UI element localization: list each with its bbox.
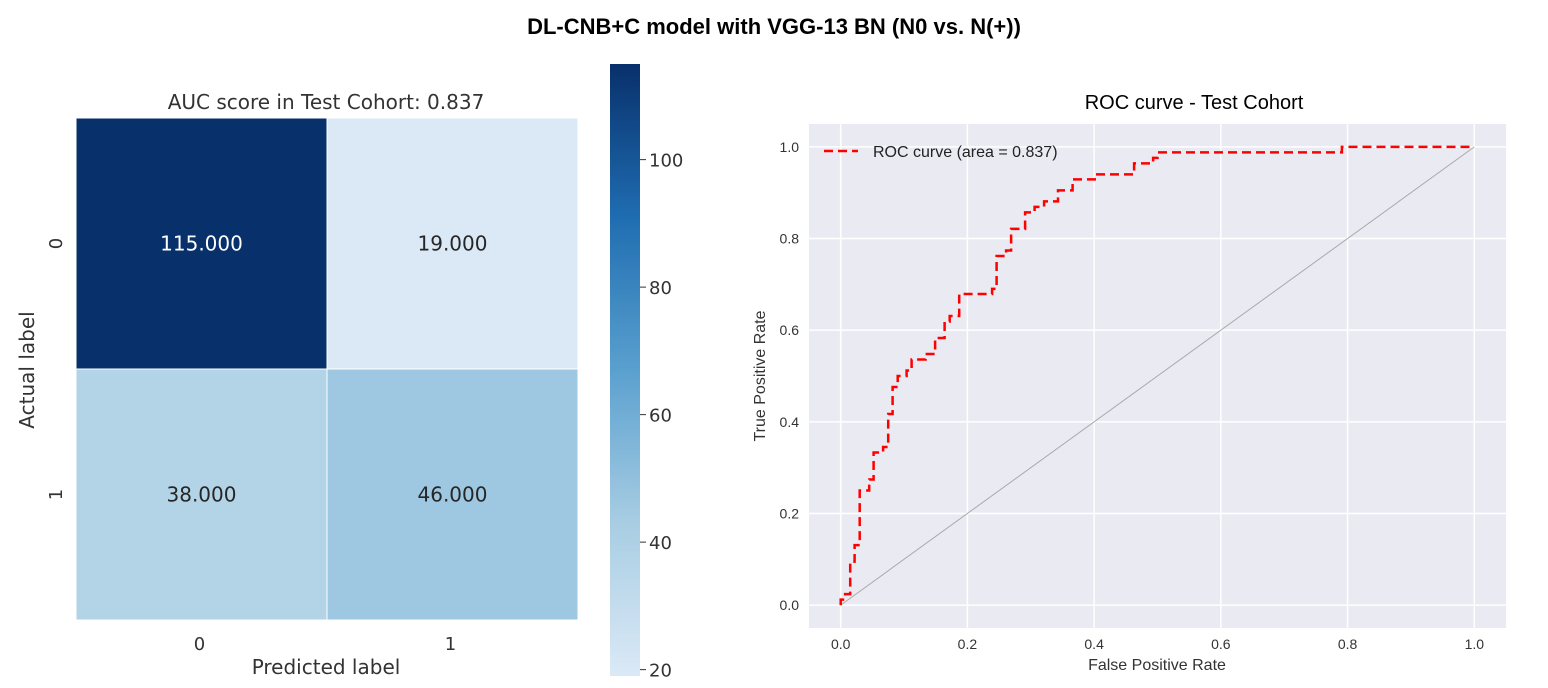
roc-y-tick-label: 0.4 (780, 414, 800, 430)
roc-y-tick-label: 1.0 (780, 139, 800, 155)
roc-x-ticks: 0.0 0.2 0.4 0.6 0.8 1.0 (831, 636, 1484, 652)
figure-title: DL-CNB+C model with VGG-13 BN (N0 vs. N(… (527, 14, 1021, 39)
roc-y-tick-label: 0.8 (780, 231, 800, 247)
confusion-matrix-cell-label: 115.000 (160, 232, 243, 256)
roc-y-tick-label: 0.2 (780, 505, 800, 521)
roc-y-tick-label: 0.6 (780, 322, 800, 338)
confusion-matrix-cell (326, 368, 579, 621)
roc-x-tick-label: 0.4 (1084, 636, 1104, 652)
roc-legend-label: ROC curve (area = 0.837) (873, 144, 1058, 161)
roc-x-tick-label: 0.8 (1338, 636, 1358, 652)
confusion-matrix-cell-label: 38.000 (167, 483, 237, 507)
colorbar-tick-label: 60 (649, 406, 672, 427)
colorbar (610, 64, 640, 676)
confusion-matrix-cell (326, 117, 579, 370)
confusion-matrix-y-ticks: 01 (46, 238, 67, 500)
confusion-matrix-cell (75, 368, 328, 621)
colorbar-tick-label: 40 (649, 533, 672, 554)
confusion-matrix-cell (75, 117, 328, 370)
colorbar-ticks: 20 40 60 80 100 (640, 151, 683, 682)
confusion-matrix-title: AUC score in Test Cohort: 0.837 (168, 90, 485, 114)
confusion-matrix-cell-label: 19.000 (418, 232, 488, 256)
roc-x-tick-label: 1.0 (1465, 636, 1485, 652)
confusion-matrix-cells: 115.000 19.000 38.000 46.000 (75, 117, 579, 621)
roc-curve-line (839, 145, 1475, 606)
roc-legend: ROC curve (area = 0.837) (824, 144, 1058, 161)
roc-x-tick-label: 0.2 (958, 636, 978, 652)
confusion-matrix-y-label: Actual label (15, 311, 39, 428)
confusion-matrix-x-label: Predicted label (252, 655, 401, 679)
roc-y-ticks: 0.0 0.2 0.4 0.6 0.8 1.0 (780, 139, 800, 613)
colorbar-tick-label: 80 (649, 278, 672, 299)
roc-x-tick-label: 0.6 (1211, 636, 1231, 652)
roc-chance-line (840, 146, 1475, 606)
roc-x-label: False Positive Rate (1088, 657, 1226, 674)
confusion-matrix-y-tick-label: 0 (46, 238, 67, 249)
confusion-matrix-x-tick-label: 0 (194, 634, 205, 655)
roc-x-tick-label: 0.0 (831, 636, 851, 652)
colorbar-tick-label: 100 (649, 151, 683, 172)
roc-grid (809, 124, 1506, 628)
roc-chart: ROC curve - Test Cohort 0.0 0.2 0.4 0.6 0.8 1… (752, 92, 1506, 674)
roc-lines (839, 145, 1475, 606)
confusion-matrix-y-tick-label: 1 (46, 489, 67, 500)
roc-y-label: True Positive Rate (752, 310, 769, 441)
confusion-matrix-chart: AUC score in Test Cohort: 0.837 115.000 1… (15, 64, 683, 682)
roc-title: ROC curve - Test Cohort (1085, 92, 1304, 114)
colorbar-tick-label: 20 (649, 661, 672, 682)
roc-y-tick-label: 0.0 (780, 597, 800, 613)
confusion-matrix-x-tick-label: 1 (445, 634, 456, 655)
confusion-matrix-cell-label: 46.000 (418, 483, 488, 507)
